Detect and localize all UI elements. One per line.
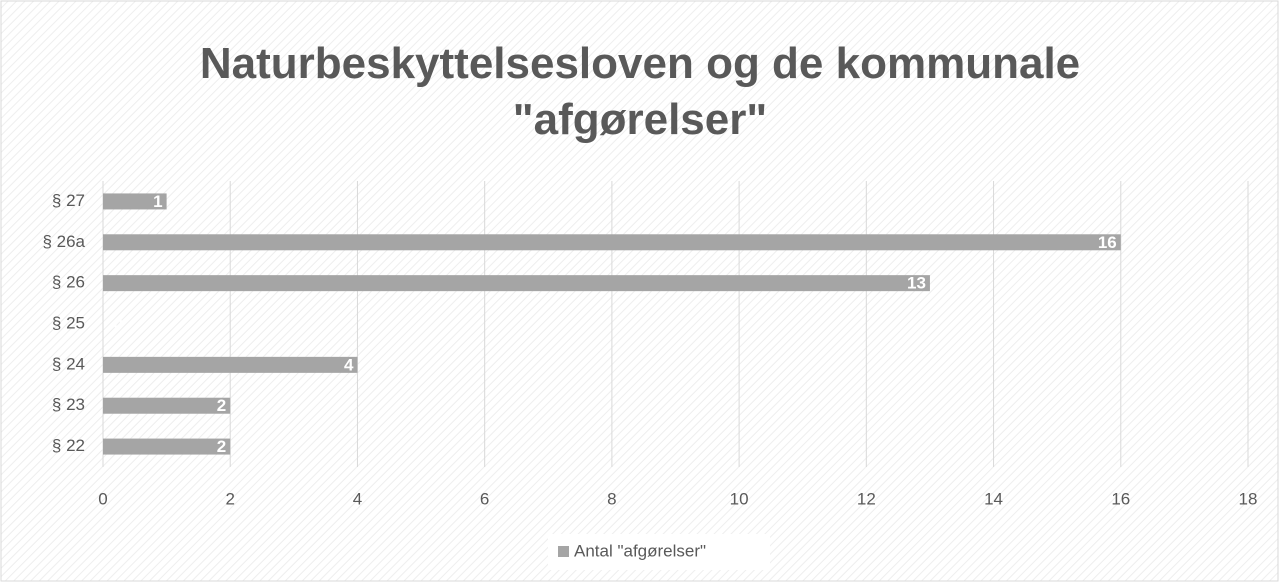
chart-title: Naturbeskyttelsesloven og de kommunale "… xyxy=(199,39,1081,144)
bar xyxy=(103,193,167,210)
y-tick-label: § 27 xyxy=(52,191,85,210)
x-tick-label: 10 xyxy=(730,489,749,508)
y-tick-label: § 26 xyxy=(52,273,85,292)
x-tick-label: 0 xyxy=(98,489,107,508)
data-label: 13 xyxy=(907,274,926,293)
data-label: 4 xyxy=(344,355,354,374)
y-tick-label: § 22 xyxy=(52,436,85,455)
y-tick-label: § 25 xyxy=(52,313,85,332)
bar xyxy=(103,438,231,455)
legend-swatch xyxy=(558,546,569,557)
data-label: 2 xyxy=(217,437,226,456)
y-tick-label: § 26a xyxy=(42,232,85,251)
legend-label: Antal "afgørelser" xyxy=(574,541,706,560)
data-label: 16 xyxy=(1098,233,1117,252)
bar xyxy=(103,275,930,292)
bar xyxy=(103,234,1121,251)
x-tick-label: 14 xyxy=(984,489,1003,508)
bar xyxy=(103,356,358,373)
y-tick-label: § 23 xyxy=(52,395,85,414)
x-tick-label: 2 xyxy=(225,489,234,508)
x-tick-label: 18 xyxy=(1239,489,1258,508)
x-tick-label: 4 xyxy=(353,489,362,508)
data-label: 2 xyxy=(217,396,226,415)
y-tick-label: § 24 xyxy=(52,354,85,373)
bar xyxy=(103,397,231,414)
x-tick-label: 6 xyxy=(480,489,489,508)
x-tick-label: 16 xyxy=(1111,489,1130,508)
data-label: 1 xyxy=(153,192,162,211)
data-label: 0 xyxy=(114,314,123,333)
x-tick-label: 12 xyxy=(857,489,876,508)
x-tick-label: 8 xyxy=(607,489,616,508)
legend-background xyxy=(548,534,770,570)
